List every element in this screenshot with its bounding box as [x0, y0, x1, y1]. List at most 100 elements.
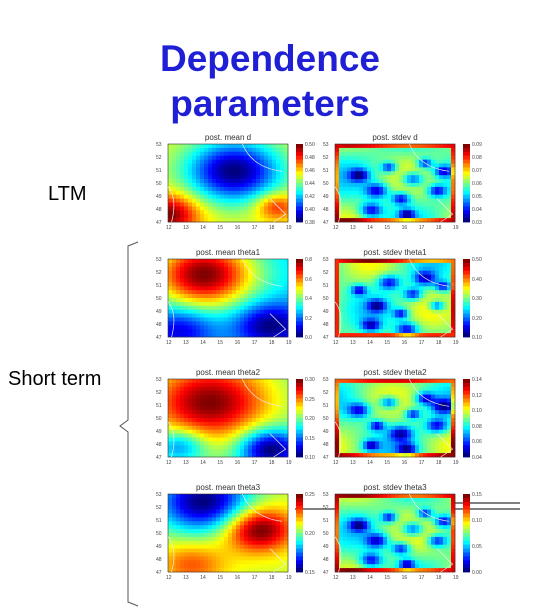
short-term-brace	[119, 241, 139, 607]
y-tick-label: 49	[156, 429, 162, 435]
x-tick-label: 13	[350, 460, 356, 466]
x-tick-label: 18	[435, 575, 442, 581]
x-tick-label: 15	[217, 460, 223, 466]
panel-title: post. mean theta3	[195, 483, 261, 492]
plot-frame	[167, 258, 289, 338]
colorbar-tick-label: 0.2	[305, 315, 312, 322]
colorbar-tick-label: 0.40	[472, 276, 482, 283]
colorbar-tick-label: 0.08	[472, 155, 482, 161]
x-tick-label: 17	[251, 575, 258, 581]
heatmap-svg	[334, 143, 470, 223]
colorbar	[463, 144, 470, 223]
x-tick-label: 17	[418, 340, 425, 346]
y-tick-label: 53	[323, 377, 329, 383]
x-tick-label: 17	[418, 575, 425, 581]
colorbar-tick-label: 0.15	[305, 570, 315, 576]
x-tick-label: 19	[453, 460, 459, 466]
x-tick-label: 12	[166, 575, 172, 581]
y-tick-label: 48	[323, 557, 329, 563]
y-tick-label: 52	[323, 155, 329, 161]
map-panel: post. mean theta3 0.25 0.20 0.15 12 13 14 15 16 1…	[140, 483, 330, 601]
x-tick-label: 19	[286, 575, 292, 581]
y-tick-label: 53	[323, 142, 329, 148]
panel-title: post. mean theta2	[195, 368, 261, 377]
coastline	[334, 378, 454, 458]
y-tick-label: 53	[156, 257, 162, 263]
colorbar-tick-label: 0.08	[472, 423, 482, 430]
colorbar-tick-label: 0.04	[472, 455, 482, 461]
plot-frame	[167, 378, 289, 458]
y-tick-label: 47	[323, 335, 329, 341]
x-tick-label: 16	[401, 340, 408, 346]
colorbar-tick-label: 0.15	[305, 435, 315, 442]
x-tick-label: 16	[401, 575, 408, 581]
map-panel: post. mean theta1 0.8 0.6 0.4 0.2 0.0 12 13 14 15…	[140, 248, 330, 366]
y-tick-label: 47	[323, 455, 329, 461]
x-tick-label: 15	[384, 575, 390, 581]
colorbar	[296, 494, 303, 573]
title-line-2: parameters	[170, 83, 370, 124]
colorbar-tick-label: 0.04	[472, 207, 482, 213]
heatmap-svg	[167, 258, 303, 338]
colorbar-tick-label: 0.38	[305, 220, 315, 226]
colorbar-tick-label: 0.6	[305, 276, 312, 283]
x-tick-label: 14	[367, 340, 373, 346]
panel-title: post. stdev d	[372, 133, 418, 142]
x-tick-label: 13	[350, 575, 356, 581]
colorbar-tick-label: 0.07	[472, 168, 482, 174]
y-tick-label: 48	[156, 557, 162, 563]
coastline	[334, 258, 454, 338]
y-tick-label: 47	[323, 570, 329, 576]
plot-frame	[167, 493, 289, 573]
x-tick-label: 15	[384, 460, 390, 466]
panel-title: post. mean d	[204, 133, 252, 142]
coastline	[334, 143, 454, 223]
y-tick-label: 48	[323, 442, 329, 448]
y-tick-label: 50	[323, 181, 329, 187]
x-tick-label: 19	[453, 225, 459, 231]
x-tick-label: 16	[234, 460, 241, 466]
y-tick-label: 51	[156, 518, 162, 524]
heatmap-svg	[334, 378, 470, 458]
colorbar-tick-label: 0.42	[305, 194, 315, 200]
coastline	[167, 493, 287, 573]
x-tick-label: 13	[183, 460, 189, 466]
x-tick-label: 17	[251, 460, 258, 466]
x-tick-label: 16	[401, 225, 408, 231]
colorbar	[463, 494, 470, 573]
y-tick-label: 53	[323, 492, 329, 498]
x-tick-label: 12	[333, 575, 339, 581]
x-tick-label: 19	[286, 340, 292, 346]
x-tick-label: 18	[268, 460, 275, 466]
coastline	[167, 258, 287, 338]
x-tick-label: 15	[384, 225, 390, 231]
colorbar-tick-label: 0.05	[472, 544, 482, 550]
y-tick-label: 49	[323, 429, 329, 435]
x-tick-label: 13	[183, 340, 189, 346]
y-tick-label: 47	[156, 455, 162, 461]
map-panel: post. mean d 0.50 0.48 0.46 0.44 0.42 0.40 0.38…	[140, 133, 330, 251]
colorbar-tick-label: 0.30	[472, 296, 482, 302]
x-tick-label: 12	[166, 460, 172, 466]
y-tick-label: 50	[323, 531, 329, 537]
x-tick-label: 16	[234, 575, 241, 581]
x-tick-label: 16	[401, 460, 408, 466]
coastline	[334, 493, 454, 573]
colorbar-tick-label: 0.20	[305, 416, 315, 422]
y-tick-label: 48	[323, 207, 329, 213]
colorbar-tick-label: 0.0	[305, 335, 312, 341]
x-tick-label: 19	[286, 225, 292, 231]
y-tick-label: 48	[156, 207, 162, 213]
y-tick-label: 51	[156, 283, 162, 289]
x-tick-label: 15	[217, 225, 223, 231]
x-tick-label: 14	[200, 575, 206, 581]
plot-frame	[334, 493, 456, 573]
heatmap-svg	[167, 378, 303, 458]
x-tick-label: 16	[234, 225, 241, 231]
y-tick-label: 47	[156, 570, 162, 576]
y-tick-label: 49	[156, 194, 162, 200]
y-tick-label: 50	[156, 296, 162, 302]
colorbar-tick-label: 0.10	[472, 518, 482, 524]
colorbar-tick-label: 0.03	[472, 220, 482, 226]
map-panel: post. stdev d 0.09 0.08 0.07 0.06 0.05 0.04 0.0…	[307, 133, 497, 251]
